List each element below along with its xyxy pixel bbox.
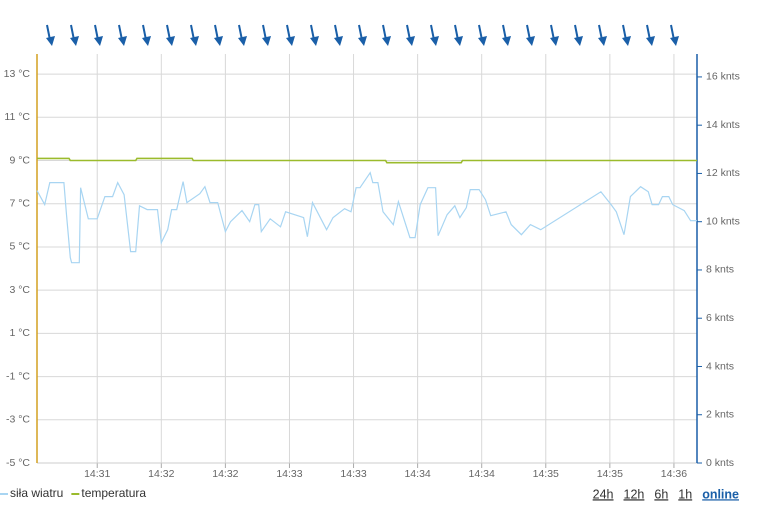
x-tick-label: 14:35 bbox=[597, 468, 623, 480]
wind-arrow bbox=[46, 24, 55, 46]
wind-arrow bbox=[70, 24, 79, 46]
wind-arrow-head bbox=[310, 36, 319, 46]
wind-arrow bbox=[598, 24, 607, 46]
wind-arrow bbox=[286, 24, 295, 46]
wind-arrow bbox=[382, 24, 391, 46]
wind-arrow bbox=[334, 24, 343, 46]
y-tick-label: 3 °C bbox=[9, 284, 30, 296]
legend-label: temperatura bbox=[81, 486, 146, 500]
wind-arrow-head bbox=[46, 36, 55, 46]
y-tick-label: 13 °C bbox=[4, 68, 31, 80]
wind-arrow-head bbox=[550, 36, 559, 46]
wind-arrow bbox=[454, 24, 463, 46]
wind-arrow-head bbox=[574, 36, 583, 46]
x-tick-label: 14:33 bbox=[276, 468, 302, 480]
wind-arrow bbox=[358, 24, 367, 46]
legend-label: siła wiatru bbox=[10, 486, 63, 500]
x-tick-label: 14:34 bbox=[404, 468, 430, 480]
y2-tick-label: 8 knts bbox=[706, 264, 734, 276]
y-tick-label: 5 °C bbox=[9, 241, 30, 253]
x-tick-label: 14:33 bbox=[340, 468, 366, 480]
y-tick-label: -1 °C bbox=[6, 370, 30, 382]
wind-arrow-head bbox=[262, 36, 271, 46]
x-tick-label: 14:32 bbox=[212, 468, 238, 480]
series-line bbox=[36, 171, 697, 264]
x-tick-label: 14:34 bbox=[469, 468, 495, 480]
y2-tick-label: 0 knts bbox=[706, 457, 734, 469]
wind-arrow bbox=[142, 24, 151, 46]
y2-tick-label: 10 knts bbox=[706, 215, 740, 227]
wind-arrow-head bbox=[430, 36, 439, 46]
x-tick-label: 14:36 bbox=[661, 468, 687, 480]
y2-tick-label: 14 knts bbox=[706, 119, 740, 131]
y-tick-label: -5 °C bbox=[6, 457, 30, 469]
wind-arrow-head bbox=[502, 36, 511, 46]
wind-arrow bbox=[646, 24, 655, 46]
range-button[interactable]: 6h bbox=[654, 487, 668, 501]
wind-arrow-head bbox=[646, 36, 655, 46]
y-tick-label: 9 °C bbox=[9, 154, 30, 166]
wind-arrow-head bbox=[94, 36, 103, 46]
wind-arrow-head bbox=[670, 36, 679, 46]
wind-arrow-head bbox=[70, 36, 79, 46]
x-tick-label: 14:32 bbox=[148, 468, 174, 480]
wind-arrow bbox=[214, 24, 223, 46]
wind-arrow bbox=[670, 24, 679, 46]
wind-arrow-head bbox=[598, 36, 607, 46]
wind-arrow-head bbox=[334, 36, 343, 46]
wind-arrow-head bbox=[406, 36, 415, 46]
wind-arrow bbox=[430, 24, 439, 46]
wind-arrow-head bbox=[478, 36, 487, 46]
legend-item: temperatura bbox=[71, 486, 146, 500]
wind-arrow bbox=[166, 24, 175, 46]
wind-arrow bbox=[502, 24, 511, 46]
y2-tick-label: 6 knts bbox=[706, 312, 734, 324]
wind-arrow bbox=[190, 24, 199, 46]
y2-tick-label: 16 knts bbox=[706, 71, 740, 83]
wind-arrow-head bbox=[454, 36, 463, 46]
wind-arrow bbox=[238, 24, 247, 46]
x-tick-label: 14:31 bbox=[84, 468, 110, 480]
y-tick-label: 11 °C bbox=[4, 111, 30, 123]
series-line bbox=[37, 157, 697, 164]
wind-arrow-head bbox=[214, 36, 223, 46]
y-tick-label: -3 °C bbox=[6, 414, 30, 426]
wind-arrow bbox=[262, 24, 271, 46]
wind-arrow-head bbox=[286, 36, 295, 46]
legend-item: siła wiatru bbox=[0, 486, 63, 500]
wind-arrow-head bbox=[238, 36, 247, 46]
y2-tick-label: 2 knts bbox=[706, 409, 734, 421]
wind-arrow-head bbox=[190, 36, 199, 46]
x-tick-label: 14:35 bbox=[533, 468, 559, 480]
wind-arrow bbox=[118, 24, 127, 46]
wind-arrow-head bbox=[382, 36, 391, 46]
wind-arrow bbox=[310, 24, 319, 46]
range-button[interactable]: 24h bbox=[593, 487, 614, 501]
wind-arrow bbox=[406, 24, 415, 46]
wind-arrow-head bbox=[118, 36, 127, 46]
wind-arrow bbox=[94, 24, 103, 46]
wind-arrow-head bbox=[166, 36, 175, 46]
y2-tick-label: 12 knts bbox=[706, 167, 740, 179]
y2-tick-label: 4 knts bbox=[706, 360, 734, 372]
wind-arrow bbox=[574, 24, 583, 46]
y-tick-label: 1 °C bbox=[9, 327, 30, 339]
wind-arrow bbox=[622, 24, 631, 46]
wind-arrow bbox=[478, 24, 487, 46]
wind-arrow-head bbox=[358, 36, 367, 46]
wind-arrow bbox=[526, 24, 535, 46]
range-button[interactable]: 1h bbox=[678, 487, 692, 501]
range-button[interactable]: online bbox=[702, 487, 739, 501]
wind-arrow-head bbox=[622, 36, 631, 46]
range-button[interactable]: 12h bbox=[624, 487, 645, 501]
wind-arrow-head bbox=[526, 36, 535, 46]
y-tick-label: 7 °C bbox=[9, 198, 30, 210]
wind-arrow-head bbox=[142, 36, 151, 46]
wind-arrow bbox=[550, 24, 559, 46]
